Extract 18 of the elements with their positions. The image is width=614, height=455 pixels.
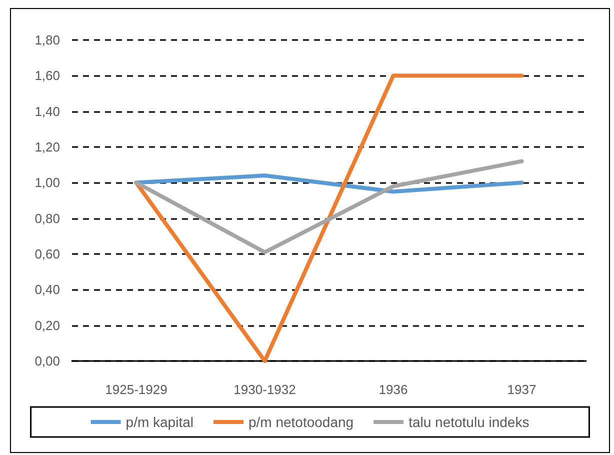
y-tick-label: 1,40: [34, 104, 60, 119]
line-series: [134, 159, 524, 254]
y-tick-label: 0,80: [34, 210, 60, 226]
x-tick-label: 1930-1932: [234, 382, 296, 397]
y-tick-label: 0,20: [34, 318, 60, 333]
y-tick-label: 0,00: [34, 354, 60, 368]
y-tick-label: 1,20: [34, 140, 60, 154]
y-tick-label: 1,00: [34, 175, 60, 190]
legend-label: p/m kapital: [126, 414, 194, 430]
x-tick-label: 1936: [378, 382, 408, 397]
y-tick-label: 0,40: [34, 282, 60, 298]
x-tick-label: 1925-1929: [105, 382, 168, 397]
legend-label: p/m netotoodang: [248, 414, 354, 430]
x-tick-label: 1937: [507, 382, 536, 397]
y-tick-label: 0,60: [34, 246, 60, 262]
y-tick-label: 1,60: [34, 68, 60, 84]
legend-label: talu netotulu indeks: [408, 414, 530, 430]
y-tick-label: 1,80: [34, 32, 60, 48]
